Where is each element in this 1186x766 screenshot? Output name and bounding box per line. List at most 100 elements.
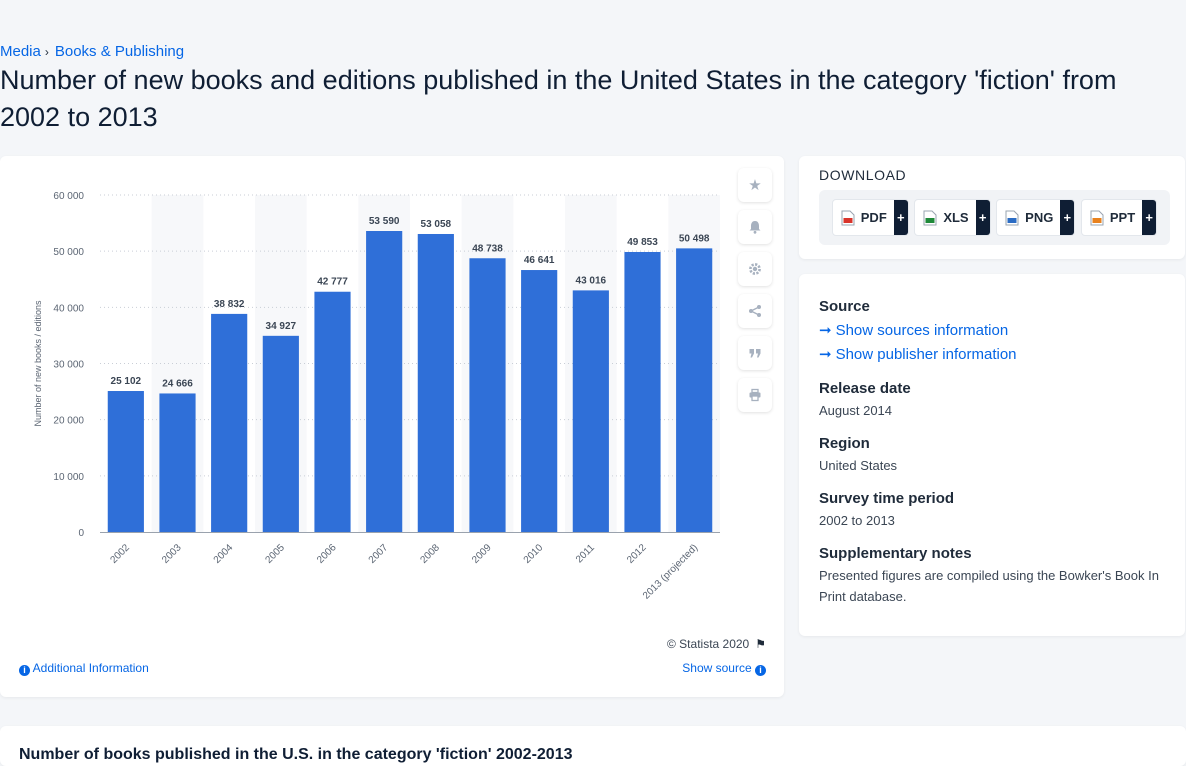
bar: [624, 251, 661, 532]
statistic-details: Source ➞ Show sources information ➞ Show p…: [799, 274, 1185, 636]
chart-tools: ★: [738, 168, 772, 420]
additional-information-label: Additional Information: [32, 661, 149, 675]
x-tick-label: 2002: [108, 542, 132, 566]
xls-file-icon: [923, 210, 937, 225]
plus-icon: +: [893, 200, 908, 235]
png-file-icon: [1005, 210, 1019, 225]
bar: [159, 393, 196, 532]
x-tick-label: 2012: [625, 542, 649, 566]
arrow-right-icon: ➞: [819, 322, 832, 339]
y-tick-label: 20 000: [53, 416, 84, 427]
source-heading: Source: [819, 298, 870, 315]
chart-card: 0 10 000 20 000 30 000 40 000 50 000 60 000 25 …: [0, 156, 784, 697]
download-xls-label: XLS: [943, 210, 969, 225]
info-icon: i: [755, 665, 766, 676]
breadcrumb-books-publishing[interactable]: Books & Publishing: [54, 43, 185, 60]
breadcrumb-separator-icon: ›: [44, 45, 49, 59]
data-label: 38 832: [214, 299, 245, 310]
y-axis-title: Number of new books / editions: [33, 300, 43, 427]
share-icon[interactable]: [738, 294, 772, 328]
supplementary-notes-value: Presented figures are compiled using the…: [819, 568, 1159, 604]
bar: [262, 335, 299, 532]
x-tick-label: 2007: [367, 542, 391, 566]
download-buttons: PDF + XLS + PNG + PPT +: [819, 190, 1170, 245]
pdf-file-icon: [841, 210, 855, 225]
release-date-heading: Release date: [819, 380, 911, 397]
y-tick-label: 50 000: [53, 247, 84, 258]
bar: [572, 290, 609, 532]
plus-icon: +: [975, 200, 990, 235]
related-section: Number of books published in the U.S. in…: [0, 726, 1186, 766]
show-source-label: Show source: [682, 661, 752, 675]
download-pdf-label: PDF: [860, 210, 887, 225]
bar: [417, 233, 454, 532]
plus-icon: +: [1142, 200, 1157, 235]
breadcrumb: Media › Books & Publishing: [0, 43, 184, 60]
data-label: 53 590: [369, 216, 400, 227]
show-publisher-label: Show publisher information: [835, 346, 1017, 363]
gear-icon[interactable]: [738, 252, 772, 286]
flag-icon[interactable]: ⚑: [755, 637, 766, 651]
x-tick-label: 2004: [212, 542, 236, 566]
x-tick-label: 2011: [574, 542, 597, 565]
arrow-right-icon: ➞: [819, 346, 832, 363]
show-sources-link[interactable]: ➞ Show sources information: [819, 321, 1008, 339]
x-tick-label: 2010: [522, 542, 546, 566]
data-label: 34 927: [266, 321, 297, 332]
data-label: 48 738: [472, 243, 503, 254]
region-heading: Region: [819, 435, 870, 452]
download-xls-button[interactable]: XLS +: [914, 199, 991, 236]
y-tick-label: 10 000: [53, 472, 84, 483]
breadcrumb-media[interactable]: Media: [0, 43, 41, 60]
download-pdf-button[interactable]: PDF +: [831, 199, 909, 236]
supplementary-notes-heading: Supplementary notes: [819, 545, 972, 562]
copyright-text: © Statista 2020: [667, 637, 750, 651]
y-tick-label: 60 000: [53, 191, 84, 202]
star-icon[interactable]: ★: [738, 168, 772, 202]
quote-icon[interactable]: [738, 336, 772, 370]
page-title: Number of new books and editions publish…: [0, 65, 1117, 132]
download-ppt-label: PPT: [1109, 210, 1136, 225]
bar-chart: 0 10 000 20 000 30 000 40 000 50 000 60 000 25 …: [33, 191, 720, 602]
print-icon[interactable]: [738, 378, 772, 412]
bar: [314, 291, 351, 532]
download-title: DOWNLOAD: [819, 167, 907, 183]
bar: [521, 270, 558, 532]
additional-information-link[interactable]: i Additional Information: [19, 661, 149, 676]
survey-period-value: 2002 to 2013: [819, 513, 895, 528]
data-label: 42 777: [317, 277, 348, 288]
download-ppt-button[interactable]: PPT +: [1080, 199, 1158, 236]
bar: [676, 248, 713, 532]
x-tick-label: 2008: [418, 542, 442, 566]
release-date-value: August 2014: [819, 403, 893, 418]
data-label: 43 016: [576, 275, 607, 286]
show-publisher-link[interactable]: ➞ Show publisher information: [819, 345, 1017, 363]
related-title: Number of books published in the U.S. in…: [19, 746, 573, 763]
data-label: 49 853: [627, 237, 658, 248]
top-bar: [0, 0, 1186, 38]
download-png-button[interactable]: PNG +: [996, 199, 1076, 236]
data-label: 46 641: [524, 255, 555, 266]
show-source-link[interactable]: Show source i: [682, 661, 766, 676]
data-label: 24 666: [162, 378, 193, 389]
bell-icon[interactable]: [738, 210, 772, 244]
survey-period-heading: Survey time period: [819, 490, 955, 507]
download-png-label: PNG: [1025, 210, 1054, 225]
x-tick-label: 2006: [315, 542, 339, 566]
ppt-file-icon: [1090, 210, 1104, 225]
show-sources-label: Show sources information: [835, 322, 1009, 339]
x-tick-label: 2013 (projected): [641, 542, 700, 601]
copyright: © Statista 2020 ⚑: [667, 637, 766, 651]
plus-icon: +: [1060, 200, 1075, 235]
x-tick-label: 2003: [160, 542, 184, 566]
data-label: 50 498: [679, 233, 710, 244]
y-tick-label: 40 000: [53, 303, 84, 314]
x-tick-label: 2009: [470, 542, 494, 566]
bar: [211, 313, 248, 532]
bar: [469, 258, 506, 532]
x-tick-label: 2005: [263, 542, 287, 566]
region-value: United States: [819, 458, 898, 473]
data-label: 25 102: [111, 376, 142, 387]
y-tick-label: 0: [78, 528, 84, 539]
bar: [366, 231, 403, 532]
